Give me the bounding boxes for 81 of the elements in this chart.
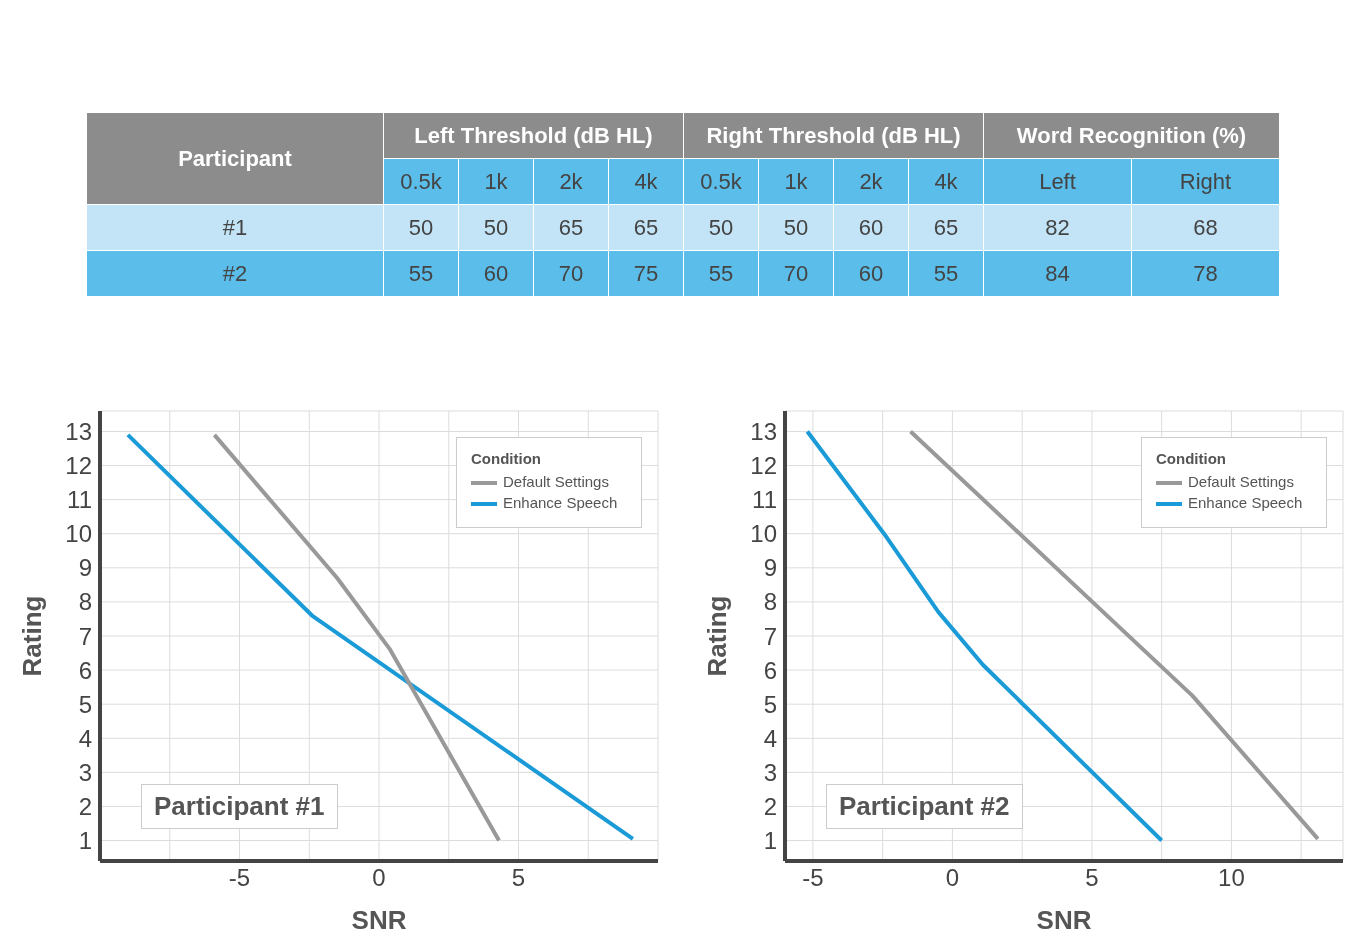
y-axis-title: Rating	[702, 595, 733, 677]
text: Left Threshold (dB HL)	[383, 112, 684, 159]
text: 65	[633, 214, 659, 240]
y-tick-label: 12	[750, 452, 777, 480]
text: 60	[858, 214, 884, 240]
category-label: 0.5k	[383, 158, 459, 205]
x-tick-label: 5	[1085, 864, 1099, 892]
text: 50	[783, 214, 809, 240]
y-axis-title: Rating	[17, 595, 48, 677]
y-tick-label: 13	[65, 417, 92, 445]
text: 65	[933, 214, 959, 240]
category-label: 0.5k	[683, 158, 759, 205]
x-tick-label: 5	[511, 864, 526, 892]
y-tick-label: 5	[763, 690, 777, 718]
legend-label: Default Settings	[503, 473, 609, 490]
y-tick-label: 11	[752, 486, 777, 514]
category-label: 4k	[908, 158, 984, 205]
y-tick-label: 7	[763, 622, 777, 650]
legend-label: Enhance Speech	[503, 494, 618, 511]
text: 70	[783, 260, 809, 286]
x-tick-label: -5	[228, 864, 251, 892]
y-tick-label: 9	[763, 554, 777, 582]
x-axis-title: SNR	[1036, 905, 1092, 935]
y-tick-label: 10	[750, 520, 777, 548]
annotation: Participant #1	[141, 784, 338, 829]
x-tick-label: 0	[372, 864, 386, 892]
legend-label: Enhance Speech	[1188, 494, 1303, 511]
text: 50	[483, 214, 509, 240]
y-tick-label: 1	[78, 827, 92, 855]
y-tick-label: 8	[78, 588, 92, 616]
y-tick-label: 3	[763, 758, 777, 786]
text: 60	[858, 260, 884, 286]
text: 55	[933, 260, 959, 286]
category-label: #2	[222, 260, 248, 286]
text: Participant	[86, 112, 384, 205]
y-tick-label: 4	[763, 724, 777, 752]
y-tick-label: 2	[78, 792, 92, 820]
text: 84	[1045, 260, 1070, 286]
text: 65	[558, 214, 584, 240]
text: 78	[1193, 260, 1218, 286]
y-tick-label: 6	[763, 656, 777, 684]
text: 55	[408, 260, 434, 286]
category-label: 4k	[608, 158, 684, 205]
y-tick-label: 12	[65, 452, 92, 480]
category-label: 1k	[758, 158, 834, 205]
category-label: Right	[1131, 158, 1280, 205]
y-tick-label: 3	[78, 758, 92, 786]
text: 82	[1045, 214, 1070, 240]
text: 50	[708, 214, 734, 240]
category-label: 2k	[833, 158, 909, 205]
y-tick-label: 4	[78, 724, 92, 752]
y-tick-label: 6	[78, 656, 92, 684]
x-tick-label: 10	[1218, 864, 1245, 892]
x-tick-label: 0	[945, 864, 960, 892]
text: Word Recognition (%)	[983, 112, 1280, 159]
y-tick-label: 11	[67, 486, 92, 514]
text: 75	[633, 260, 659, 286]
category-label: 2k	[533, 158, 609, 205]
y-tick-label: 5	[78, 690, 92, 718]
y-tick-label: 13	[750, 417, 777, 445]
text: 68	[1193, 214, 1218, 240]
category-label: Left	[983, 158, 1132, 205]
x-axis-title: SNR	[351, 905, 407, 935]
y-tick-label: 10	[65, 520, 92, 548]
y-tick-label: 9	[78, 554, 92, 582]
x-tick-label: -5	[802, 864, 824, 892]
text: 55	[708, 260, 734, 286]
legend-label: Default Settings	[1188, 473, 1294, 490]
text: Right Threshold (dB HL)	[683, 112, 984, 159]
y-tick-label: 1	[763, 827, 777, 855]
text: 70	[558, 260, 584, 286]
legend-title: Condition	[1156, 450, 1227, 467]
annotation: Participant #2	[826, 784, 1023, 829]
y-tick-label: 2	[763, 792, 777, 820]
category-label: 1k	[458, 158, 534, 205]
text: 50	[408, 214, 434, 240]
y-tick-label: 8	[763, 588, 777, 616]
text: 60	[483, 260, 509, 286]
legend-title: Condition	[471, 450, 542, 467]
category-label: #1	[222, 214, 248, 240]
y-tick-label: 7	[78, 622, 92, 650]
